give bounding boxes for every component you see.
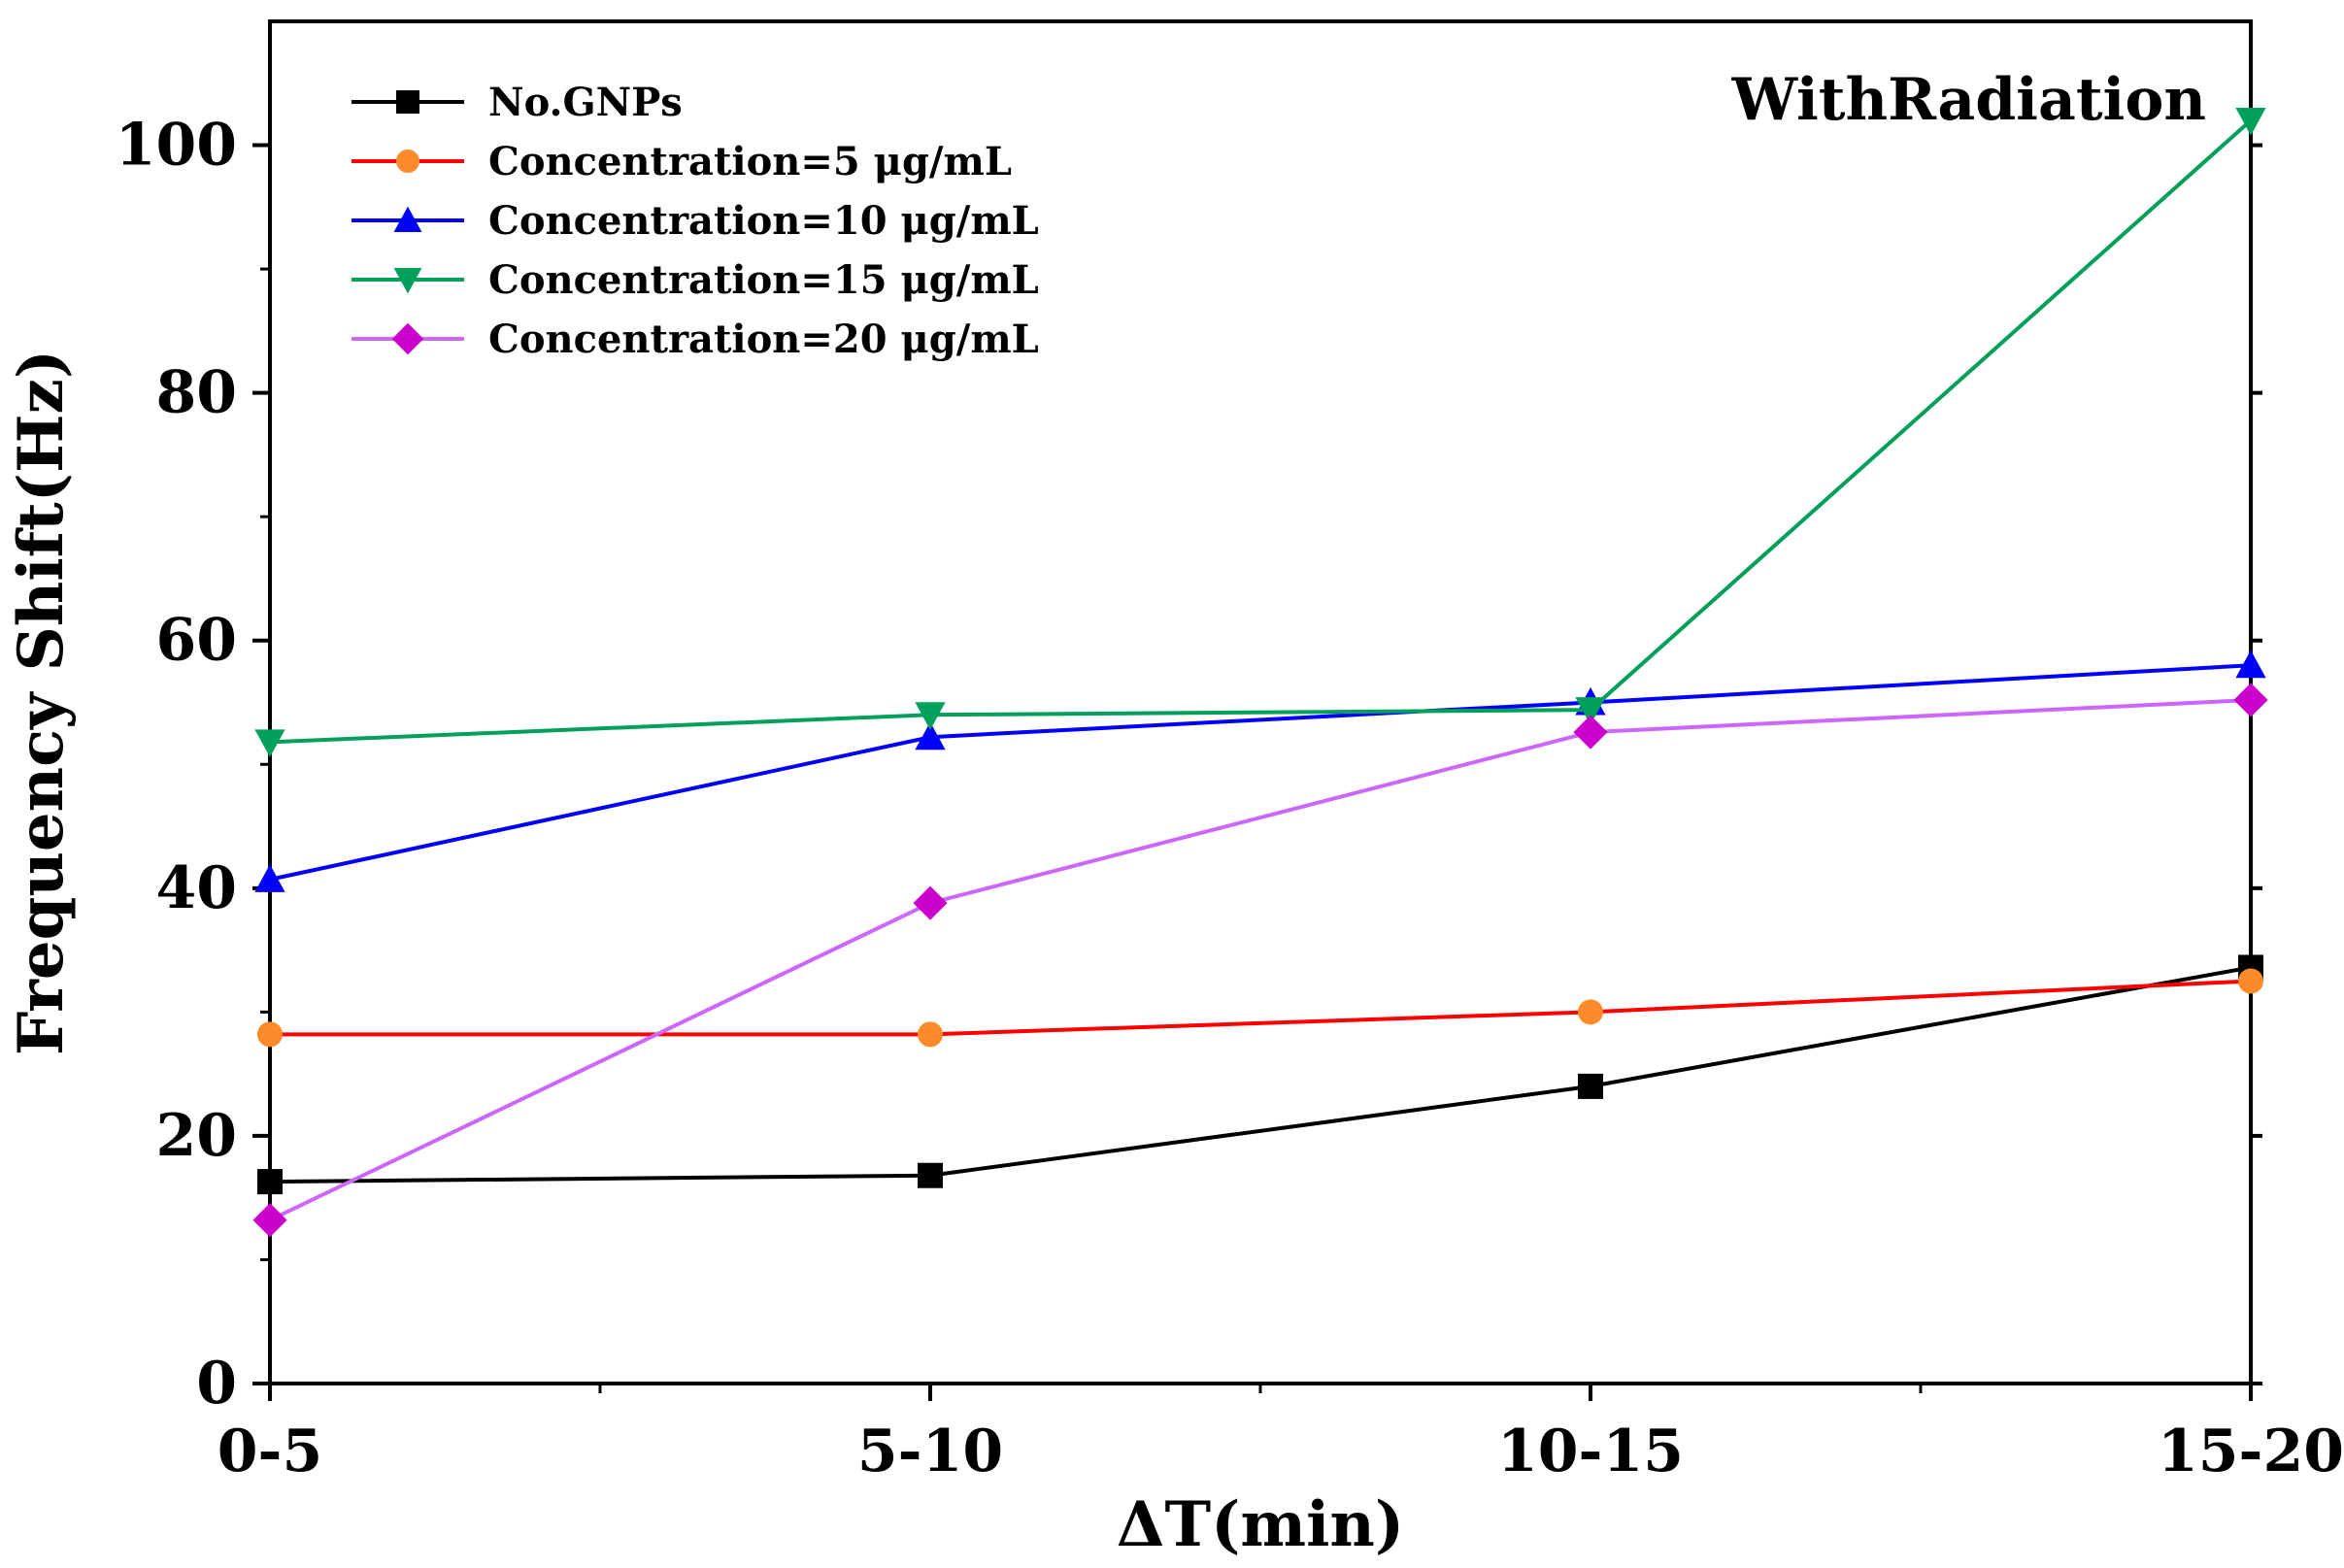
series-layer <box>252 108 2268 1238</box>
series-line <box>270 979 2252 1037</box>
series-3 <box>254 108 2266 757</box>
y-tick-label: 0 <box>196 1350 237 1418</box>
series-2 <box>254 650 2266 892</box>
y-tick-label: 20 <box>156 1102 238 1170</box>
legend-entry: Concentration=15 μg/mL <box>352 257 1039 303</box>
legend-entry: Concentration=20 μg/mL <box>352 317 1039 362</box>
x-tick-label: 15-20 <box>2158 1418 2344 1485</box>
legend-label: Concentration=20 μg/mL <box>488 317 1039 362</box>
legend-marker <box>391 322 424 355</box>
data-point <box>257 1021 283 1048</box>
legend: No.GNPs Concentration=5 μg/mL Concentratio… <box>352 80 1039 362</box>
series-1 <box>257 968 2263 1048</box>
y-tick-label: 40 <box>156 854 238 922</box>
legend-marker <box>396 150 419 173</box>
y-tick-label: 60 <box>156 607 238 675</box>
x-axis-title: ΔT(min) <box>1117 1488 1404 1561</box>
series-4 <box>252 683 2268 1238</box>
legend-marker <box>393 206 422 232</box>
x-tick-label: 0-5 <box>218 1418 322 1485</box>
legend-entry: Concentration=10 μg/mL <box>352 198 1039 244</box>
data-point <box>1575 697 1606 725</box>
data-point <box>252 1203 287 1238</box>
y-tick-label: 100 <box>116 112 237 180</box>
data-point <box>254 864 285 892</box>
data-point <box>913 885 948 920</box>
data-point <box>2235 108 2266 136</box>
series-line <box>269 118 2253 745</box>
data-point <box>915 702 946 730</box>
y-axis-title: Frequency Shift(Hz) <box>5 350 78 1055</box>
data-point <box>1578 1073 1603 1099</box>
data-point <box>915 721 946 751</box>
series-line <box>269 965 2252 1184</box>
annotation-with-radiation: WithRadiation <box>1731 66 2206 134</box>
data-point <box>918 1021 943 1048</box>
data-point <box>257 1169 283 1195</box>
legend-label: Concentration=5 μg/mL <box>488 139 1012 184</box>
axes: 0 20 40 60 80 100 0-5 5-10 10-15 15-20 <box>116 19 2344 1485</box>
x-tick-label: 10-15 <box>1497 1418 1684 1485</box>
x-tick-label: 5-10 <box>857 1418 1003 1485</box>
legend-marker <box>396 90 419 114</box>
series-0 <box>257 954 2263 1195</box>
legend-marker <box>393 268 422 294</box>
data-point <box>1573 715 1608 750</box>
data-point <box>2238 968 2263 994</box>
legend-label: Concentration=10 μg/mL <box>488 198 1039 244</box>
data-point <box>2235 650 2266 679</box>
data-point <box>254 729 285 757</box>
data-point <box>2233 683 2268 717</box>
data-point <box>1578 999 1603 1025</box>
legend-entry: No.GNPs <box>352 80 683 125</box>
legend-entry: Concentration=5 μg/mL <box>352 139 1012 184</box>
series-line <box>269 697 2252 1222</box>
legend-label: Concentration=15 μg/mL <box>488 257 1039 303</box>
data-point <box>918 1162 943 1188</box>
series-line <box>269 663 2252 882</box>
legend-label: No.GNPs <box>488 80 683 125</box>
y-tick-label: 80 <box>156 359 238 427</box>
